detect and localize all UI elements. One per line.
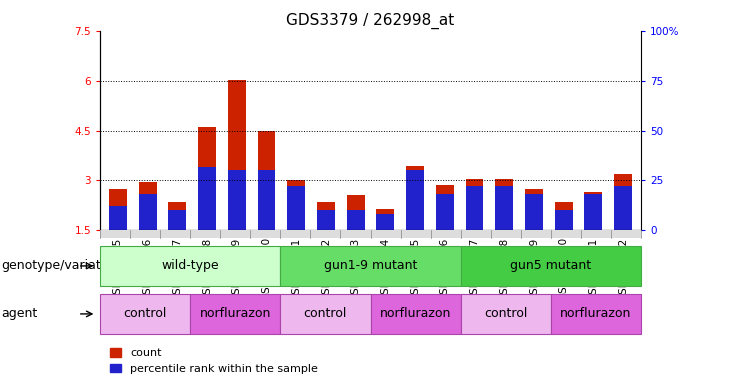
Bar: [227, 80, 246, 230]
Text: agent: agent: [1, 308, 38, 320]
Text: wild-type: wild-type: [162, 260, 219, 272]
Text: control: control: [484, 308, 528, 320]
Bar: [139, 194, 156, 230]
Bar: [227, 170, 246, 230]
Bar: [317, 210, 335, 230]
Bar: [585, 194, 602, 230]
Bar: [258, 131, 276, 230]
Text: gun5 mutant: gun5 mutant: [511, 260, 591, 272]
Text: norflurazon: norflurazon: [199, 308, 271, 320]
Bar: [288, 187, 305, 230]
Bar: [288, 180, 305, 230]
Bar: [198, 167, 216, 230]
Title: GDS3379 / 262998_at: GDS3379 / 262998_at: [286, 13, 455, 29]
Text: control: control: [124, 308, 167, 320]
Legend: count, percentile rank within the sample: count, percentile rank within the sample: [105, 344, 322, 379]
Bar: [436, 194, 453, 230]
Bar: [258, 170, 276, 230]
Bar: [585, 192, 602, 230]
Bar: [139, 182, 156, 230]
Bar: [495, 187, 514, 230]
Bar: [406, 170, 424, 230]
Text: norflurazon: norflurazon: [380, 308, 451, 320]
Text: norflurazon: norflurazon: [560, 308, 631, 320]
Bar: [555, 202, 573, 230]
Bar: [347, 195, 365, 230]
Bar: [555, 210, 573, 230]
Text: gun1-9 mutant: gun1-9 mutant: [324, 260, 417, 272]
Bar: [614, 174, 632, 230]
Bar: [525, 189, 543, 230]
Text: control: control: [304, 308, 347, 320]
Text: genotype/variation: genotype/variation: [1, 260, 120, 272]
Bar: [495, 179, 514, 230]
Bar: [614, 187, 632, 230]
Bar: [347, 210, 365, 230]
Bar: [198, 127, 216, 230]
Bar: [465, 179, 483, 230]
Bar: [376, 209, 394, 230]
Bar: [109, 207, 127, 230]
Bar: [168, 210, 186, 230]
Bar: [376, 214, 394, 230]
Bar: [406, 166, 424, 230]
Bar: [465, 187, 483, 230]
Bar: [317, 202, 335, 230]
Bar: [525, 194, 543, 230]
Bar: [436, 185, 453, 230]
Bar: [168, 202, 186, 230]
Bar: [109, 189, 127, 230]
